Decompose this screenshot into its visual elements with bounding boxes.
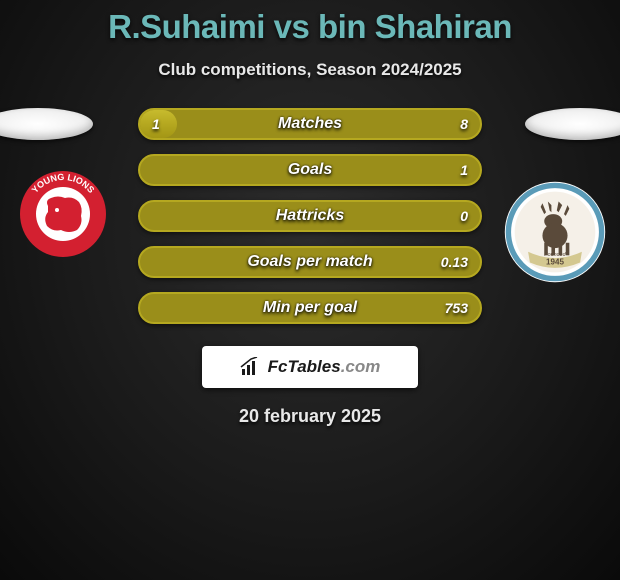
stat-bar-matches: 1 Matches 8 <box>138 108 482 140</box>
team-left-logo: YOUNG LIONS <box>11 168 115 260</box>
stat-label: Goals per match <box>247 253 372 271</box>
stat-label: Matches <box>278 115 342 133</box>
stats-bars: 1 Matches 8 Goals 1 Hattricks 0 Goals pe… <box>138 108 482 324</box>
team-right-logo: Founded 1945 <box>503 186 607 278</box>
comparison-main: YOUNG LIONS 1 Matches 8 Goals <box>0 108 620 324</box>
player-left-placeholder <box>0 108 93 140</box>
stat-right-value: 0 <box>460 208 468 224</box>
stat-right-value: 8 <box>460 116 468 132</box>
stat-bar-min-per-goal: Min per goal 753 <box>138 292 482 324</box>
player-right-side: Founded 1945 <box>492 108 612 278</box>
brand-box[interactable]: FcTables.com <box>202 346 418 388</box>
stat-label: Hattricks <box>276 207 344 225</box>
stat-bar-hattricks: Hattricks 0 <box>138 200 482 232</box>
bar-chart-icon <box>240 357 262 377</box>
stat-right-value: 753 <box>445 300 468 316</box>
stat-bar-goals: Goals 1 <box>138 154 482 186</box>
brand-text: FcTables.com <box>268 357 381 377</box>
stat-right-value: 0.13 <box>441 254 468 270</box>
stat-right-value: 1 <box>460 162 468 178</box>
player-right-placeholder <box>525 108 620 140</box>
date-label: 20 february 2025 <box>0 406 620 427</box>
page-title: R.Suhaimi vs bin Shahiran <box>0 8 620 46</box>
subtitle: Club competitions, Season 2024/2025 <box>0 60 620 80</box>
stat-label: Goals <box>288 161 332 179</box>
stat-left-value: 1 <box>152 116 160 132</box>
player-left-side: YOUNG LIONS <box>8 108 128 260</box>
stat-bar-goals-per-match: Goals per match 0.13 <box>138 246 482 278</box>
stat-label: Min per goal <box>263 299 357 317</box>
logo-right-year: 1945 <box>546 257 564 266</box>
